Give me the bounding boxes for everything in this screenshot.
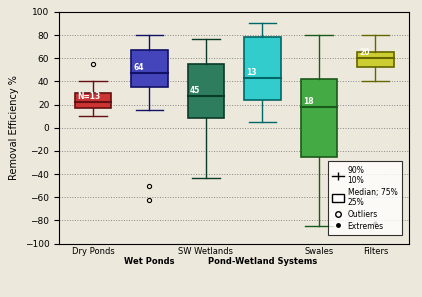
Text: 20: 20 — [360, 48, 370, 57]
Bar — [131, 50, 168, 87]
Text: 45: 45 — [190, 86, 200, 95]
Text: N=13: N=13 — [77, 92, 100, 101]
Y-axis label: Removal Efficiency %: Removal Efficiency % — [9, 75, 19, 180]
Text: 64: 64 — [133, 63, 144, 72]
Bar — [244, 37, 281, 100]
Text: Pond-Wetland Systems: Pond-Wetland Systems — [208, 257, 317, 266]
Bar — [300, 79, 337, 157]
Text: Swales: Swales — [304, 247, 333, 256]
Legend: 90%
10%, Median; 75%
25%, Outliers, Extremes: 90% 10%, Median; 75% 25%, Outliers, Extr… — [328, 161, 402, 235]
Text: SW Wetlands: SW Wetlands — [179, 247, 233, 256]
Bar — [75, 93, 111, 108]
Text: 13: 13 — [246, 68, 257, 77]
Text: Dry Ponds: Dry Ponds — [72, 247, 114, 256]
Text: Filters: Filters — [363, 247, 388, 256]
Bar — [357, 53, 394, 67]
Bar — [188, 64, 225, 119]
Text: Wet Ponds: Wet Ponds — [124, 257, 175, 266]
Text: 18: 18 — [303, 97, 314, 106]
